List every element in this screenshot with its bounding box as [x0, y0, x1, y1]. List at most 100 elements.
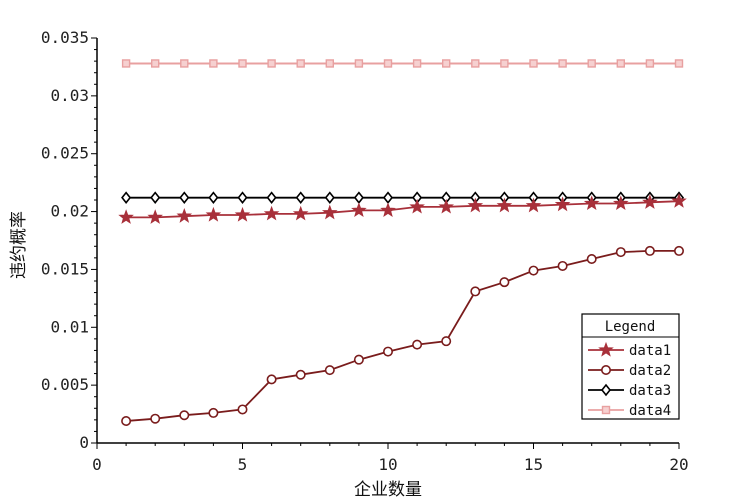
- legend-entry-data1: data1: [588, 341, 671, 359]
- data-point-data2: [499, 277, 510, 288]
- data-point-data4: [442, 59, 451, 68]
- data-point-data4: [471, 59, 480, 68]
- data-point-data1: [205, 206, 222, 222]
- series-data3: [121, 191, 685, 204]
- data-point-data4: [674, 59, 684, 68]
- data-point-data1: [583, 195, 600, 211]
- x-tick-label: 20: [669, 455, 688, 474]
- data-point-data2: [673, 245, 684, 256]
- data-point-data2: [441, 336, 452, 347]
- y-tick-label: 0.035: [41, 28, 89, 47]
- x-tick-label: 10: [378, 455, 397, 474]
- data-point-data1: [554, 196, 571, 212]
- data-point-data3: [179, 191, 190, 204]
- data-point-data1: [380, 202, 396, 218]
- data-point-data1: [351, 202, 367, 218]
- series-data1: [118, 193, 687, 224]
- data-point-data2: [557, 260, 568, 271]
- data-point-data4: [267, 59, 276, 68]
- data-point-data3: [382, 191, 394, 204]
- x-axis-label: 企业数量: [354, 480, 422, 500]
- data-point-data2: [179, 410, 190, 421]
- data-point-data2: [121, 416, 132, 427]
- legend-marker-data1: [598, 341, 614, 357]
- data-point-data1: [321, 204, 338, 220]
- data-point-data4: [616, 59, 625, 68]
- x-tick-label: 0: [92, 455, 102, 474]
- data-point-data1: [525, 197, 542, 213]
- x-tick-label: 15: [524, 455, 543, 474]
- legend-entry-data2: data2: [588, 363, 671, 379]
- data-point-data2: [382, 346, 393, 357]
- data-point-data2: [266, 374, 277, 385]
- data-point-data4: [325, 59, 334, 68]
- data-point-data1: [438, 198, 454, 214]
- axes-layer: 0 0.005 0.01 0.015 0.02 0.025 0.03 0.035 0 5 10 15 2…: [41, 28, 689, 474]
- legend-label-data3: data3: [629, 383, 671, 399]
- data-point-data4: [296, 59, 305, 68]
- data-point-data2: [208, 407, 219, 418]
- data-point-data4: [383, 59, 393, 68]
- y-tick-label: 0: [79, 433, 89, 452]
- data-point-data3: [237, 191, 248, 204]
- data-point-data1: [234, 206, 251, 222]
- series-data4: [121, 59, 684, 68]
- data-point-data2: [470, 286, 481, 297]
- data-point-data2: [150, 413, 161, 424]
- data-point-data1: [409, 198, 425, 214]
- data-point-data2: [644, 245, 655, 256]
- data-point-data4: [529, 59, 538, 68]
- data-point-data4: [238, 59, 247, 68]
- legend-label-data4: data4: [629, 403, 671, 419]
- y-tick-label: 0.005: [41, 375, 89, 394]
- data-point-data4: [412, 59, 422, 68]
- y-tick-label: 0.025: [41, 144, 89, 163]
- data-point-data2: [412, 339, 423, 350]
- data-point-data4: [645, 59, 655, 68]
- data-point-data4: [121, 59, 131, 68]
- y-tick-label: 0.015: [41, 259, 89, 278]
- legend-items: data1 data2 data3 data4: [588, 341, 671, 419]
- data-point-data4: [558, 59, 567, 68]
- y-tick-label: 0.03: [50, 86, 89, 105]
- data-point-data4: [354, 59, 364, 68]
- data-point-data2: [295, 369, 306, 380]
- data-point-data1: [496, 197, 513, 213]
- y-axis-label: 违约概率: [9, 211, 29, 279]
- legend-entry-data3: data3: [588, 383, 671, 399]
- data-point-data1: [176, 208, 193, 223]
- legend-marker-data4: [601, 405, 611, 415]
- data-point-data1: [671, 193, 687, 208]
- data-point-data2: [237, 404, 248, 415]
- legend-marker-data3: [600, 383, 612, 397]
- legend-label-data1: data1: [629, 343, 671, 359]
- data-point-data4: [150, 59, 160, 68]
- data-point-data3: [324, 191, 335, 204]
- data-point-data1: [118, 209, 134, 224]
- data-point-data1: [613, 195, 629, 211]
- data-point-data2: [353, 354, 364, 365]
- y-tick-label: 0.01: [50, 317, 89, 336]
- series-data2: [121, 245, 684, 427]
- legend: Legend data1 data2 data3 data4: [581, 313, 680, 420]
- data-point-data1: [642, 194, 658, 209]
- data-point-data4: [180, 59, 189, 68]
- data-point-data3: [121, 191, 132, 204]
- data-point-data3: [295, 191, 306, 204]
- legend-marker-data2: [600, 364, 611, 375]
- legend-box: [581, 313, 680, 420]
- data-point-data1: [467, 197, 484, 213]
- series-layer: [118, 59, 687, 427]
- data-point-data2: [528, 265, 539, 276]
- data-point-data3: [208, 191, 219, 204]
- data-point-data1: [147, 209, 163, 224]
- data-point-data3: [353, 191, 364, 204]
- legend-label-data2: data2: [629, 363, 671, 379]
- legend-entry-data4: data4: [588, 403, 671, 419]
- data-point-data4: [587, 59, 596, 68]
- data-point-data2: [586, 254, 597, 265]
- x-tick-label: 5: [238, 455, 248, 474]
- data-point-data2: [615, 247, 626, 258]
- data-point-data3: [150, 191, 161, 204]
- data-point-data4: [209, 59, 218, 68]
